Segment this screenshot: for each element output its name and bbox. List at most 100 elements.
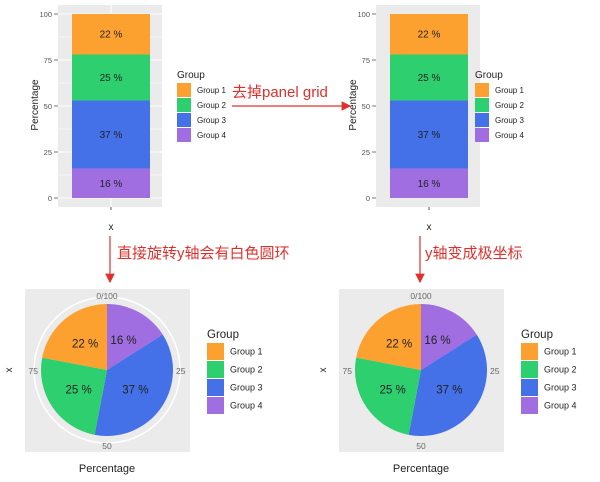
y-tick-label: 100 <box>39 10 52 19</box>
pie-slice <box>42 304 108 370</box>
x-axis-title: Percentage <box>79 463 135 475</box>
bar-segment <box>72 54 150 101</box>
legend-key <box>207 397 224 414</box>
chart-bar-with-grid: 16 % 37 % 25 % 22 % 0 25 50 75 100 Percentage x <box>30 5 162 233</box>
slice-label: 16 % <box>110 335 136 347</box>
bar-segment <box>390 100 468 169</box>
legend-key <box>521 343 538 360</box>
legend-key <box>207 343 224 360</box>
y-axis-title: Percentage <box>348 79 359 131</box>
legend-label: Group 1 <box>197 86 226 95</box>
slice-label: 25 % <box>66 384 92 396</box>
slice-label: 37 % <box>122 384 148 396</box>
bar-segment <box>72 14 150 55</box>
x-axis-title: Percentage <box>393 463 449 475</box>
legend-label: Group 2 <box>544 365 577 375</box>
chart-bar-no-grid: 16 % 37 % 25 % 22 % 0 25 50 75 100 Percentage x <box>348 5 480 233</box>
legend-label: Group 1 <box>495 86 524 95</box>
legend: Group Group 1 Group 2 Group 3 Group 4 <box>177 70 226 142</box>
y-tick-label: 50 <box>44 102 52 111</box>
white-ring <box>33 296 181 444</box>
legend-label: Group 2 <box>230 365 263 375</box>
theta-tick-label: 25 <box>176 366 186 376</box>
y-axis-title: x <box>4 368 15 373</box>
bar-label: 16 % <box>418 179 441 190</box>
pie-slice <box>40 357 107 435</box>
y-tick-label: 100 <box>357 10 370 19</box>
y-axis-title: Percentage <box>30 79 41 131</box>
bar-label: 37 % <box>100 130 123 141</box>
slice-label: 22 % <box>72 339 98 351</box>
slice-label: 22 % <box>386 339 412 351</box>
theta-tick-label: 50 <box>416 441 426 451</box>
legend: Group Group 1 Group 2 Group 3 Group 4 <box>521 329 577 414</box>
bar-segment <box>72 168 150 198</box>
legend-key <box>521 361 538 378</box>
slice-label: 25 % <box>380 384 406 396</box>
pie-slice <box>408 334 488 436</box>
legend-label: Group 2 <box>495 101 524 110</box>
legend-key <box>177 98 191 112</box>
legend-title: Group <box>177 70 205 81</box>
pie-slice <box>356 304 421 370</box>
theta-tick-label: 0/100 <box>410 291 432 301</box>
bar-segment <box>390 168 468 198</box>
y-tick-label: 75 <box>44 56 52 65</box>
chart-pie-polar: 16 % 37 % 25 % 22 % 0/100 25 50 75 x Percentage <box>318 289 504 475</box>
legend-label: Group 4 <box>230 401 263 411</box>
legend-key <box>177 113 191 127</box>
legend-key <box>521 379 538 396</box>
legend: Group Group 1 Group 2 Group 3 Group 4 <box>475 70 524 142</box>
pie-slice <box>421 304 477 370</box>
y-tick-label: 0 <box>366 194 370 203</box>
chart-pie-with-ring: 16 % 37 % 25 % 22 % 0/100 25 50 75 x Percentage <box>4 289 190 475</box>
legend-key <box>475 98 489 112</box>
slice-label: 37 % <box>436 384 462 396</box>
x-axis-title: x <box>427 222 432 233</box>
bar-label: 22 % <box>100 30 123 41</box>
bar-segment <box>390 14 468 55</box>
legend-key <box>177 83 191 97</box>
theta-tick-label: 75 <box>343 366 353 376</box>
bar-label: 22 % <box>418 30 441 41</box>
y-tick-label: 75 <box>362 56 370 65</box>
pie-slice <box>107 304 163 370</box>
legend-label: Group 3 <box>544 383 577 393</box>
annotation-rotate-y: 直接旋转y轴会有白色圆环 <box>117 245 290 262</box>
y-tick-label: 25 <box>44 148 52 157</box>
legend-title: Group <box>207 329 239 341</box>
legend-key <box>207 379 224 396</box>
bar-label: 25 % <box>418 73 441 84</box>
annotation-remove-grid: 去掉panel grid <box>232 84 328 101</box>
bar-label: 37 % <box>418 130 441 141</box>
legend-label: Group 1 <box>544 347 577 357</box>
y-tick-label: 50 <box>362 102 370 111</box>
pie-slice <box>94 334 174 436</box>
theta-tick-label: 50 <box>102 441 112 451</box>
legend: Group Group 1 Group 2 Group 3 Group 4 <box>207 329 263 414</box>
theta-tick-label: 25 <box>490 366 500 376</box>
theta-tick-label: 0/100 <box>96 291 118 301</box>
annotation-polar-y: y轴变成极坐标 <box>425 245 523 262</box>
y-tick-label: 0 <box>48 194 52 203</box>
pie-slice <box>355 357 421 435</box>
legend-key <box>521 397 538 414</box>
legend-label: Group 4 <box>197 131 226 140</box>
bar-label: 16 % <box>100 179 123 190</box>
legend-label: Group 1 <box>230 347 263 357</box>
legend-label: Group 2 <box>197 101 226 110</box>
legend-label: Group 3 <box>197 116 226 125</box>
x-axis-title: x <box>109 222 114 233</box>
legend-label: Group 4 <box>544 401 577 411</box>
legend-label: Group 4 <box>495 131 524 140</box>
slice-label: 16 % <box>424 335 450 347</box>
legend-label: Group 3 <box>230 383 263 393</box>
y-tick-label: 25 <box>362 148 370 157</box>
y-axis-title: x <box>318 368 329 373</box>
bar-label: 25 % <box>100 73 123 84</box>
bar-segment <box>72 100 150 169</box>
legend-key <box>475 113 489 127</box>
legend-key <box>475 83 489 97</box>
legend-label: Group 3 <box>495 116 524 125</box>
